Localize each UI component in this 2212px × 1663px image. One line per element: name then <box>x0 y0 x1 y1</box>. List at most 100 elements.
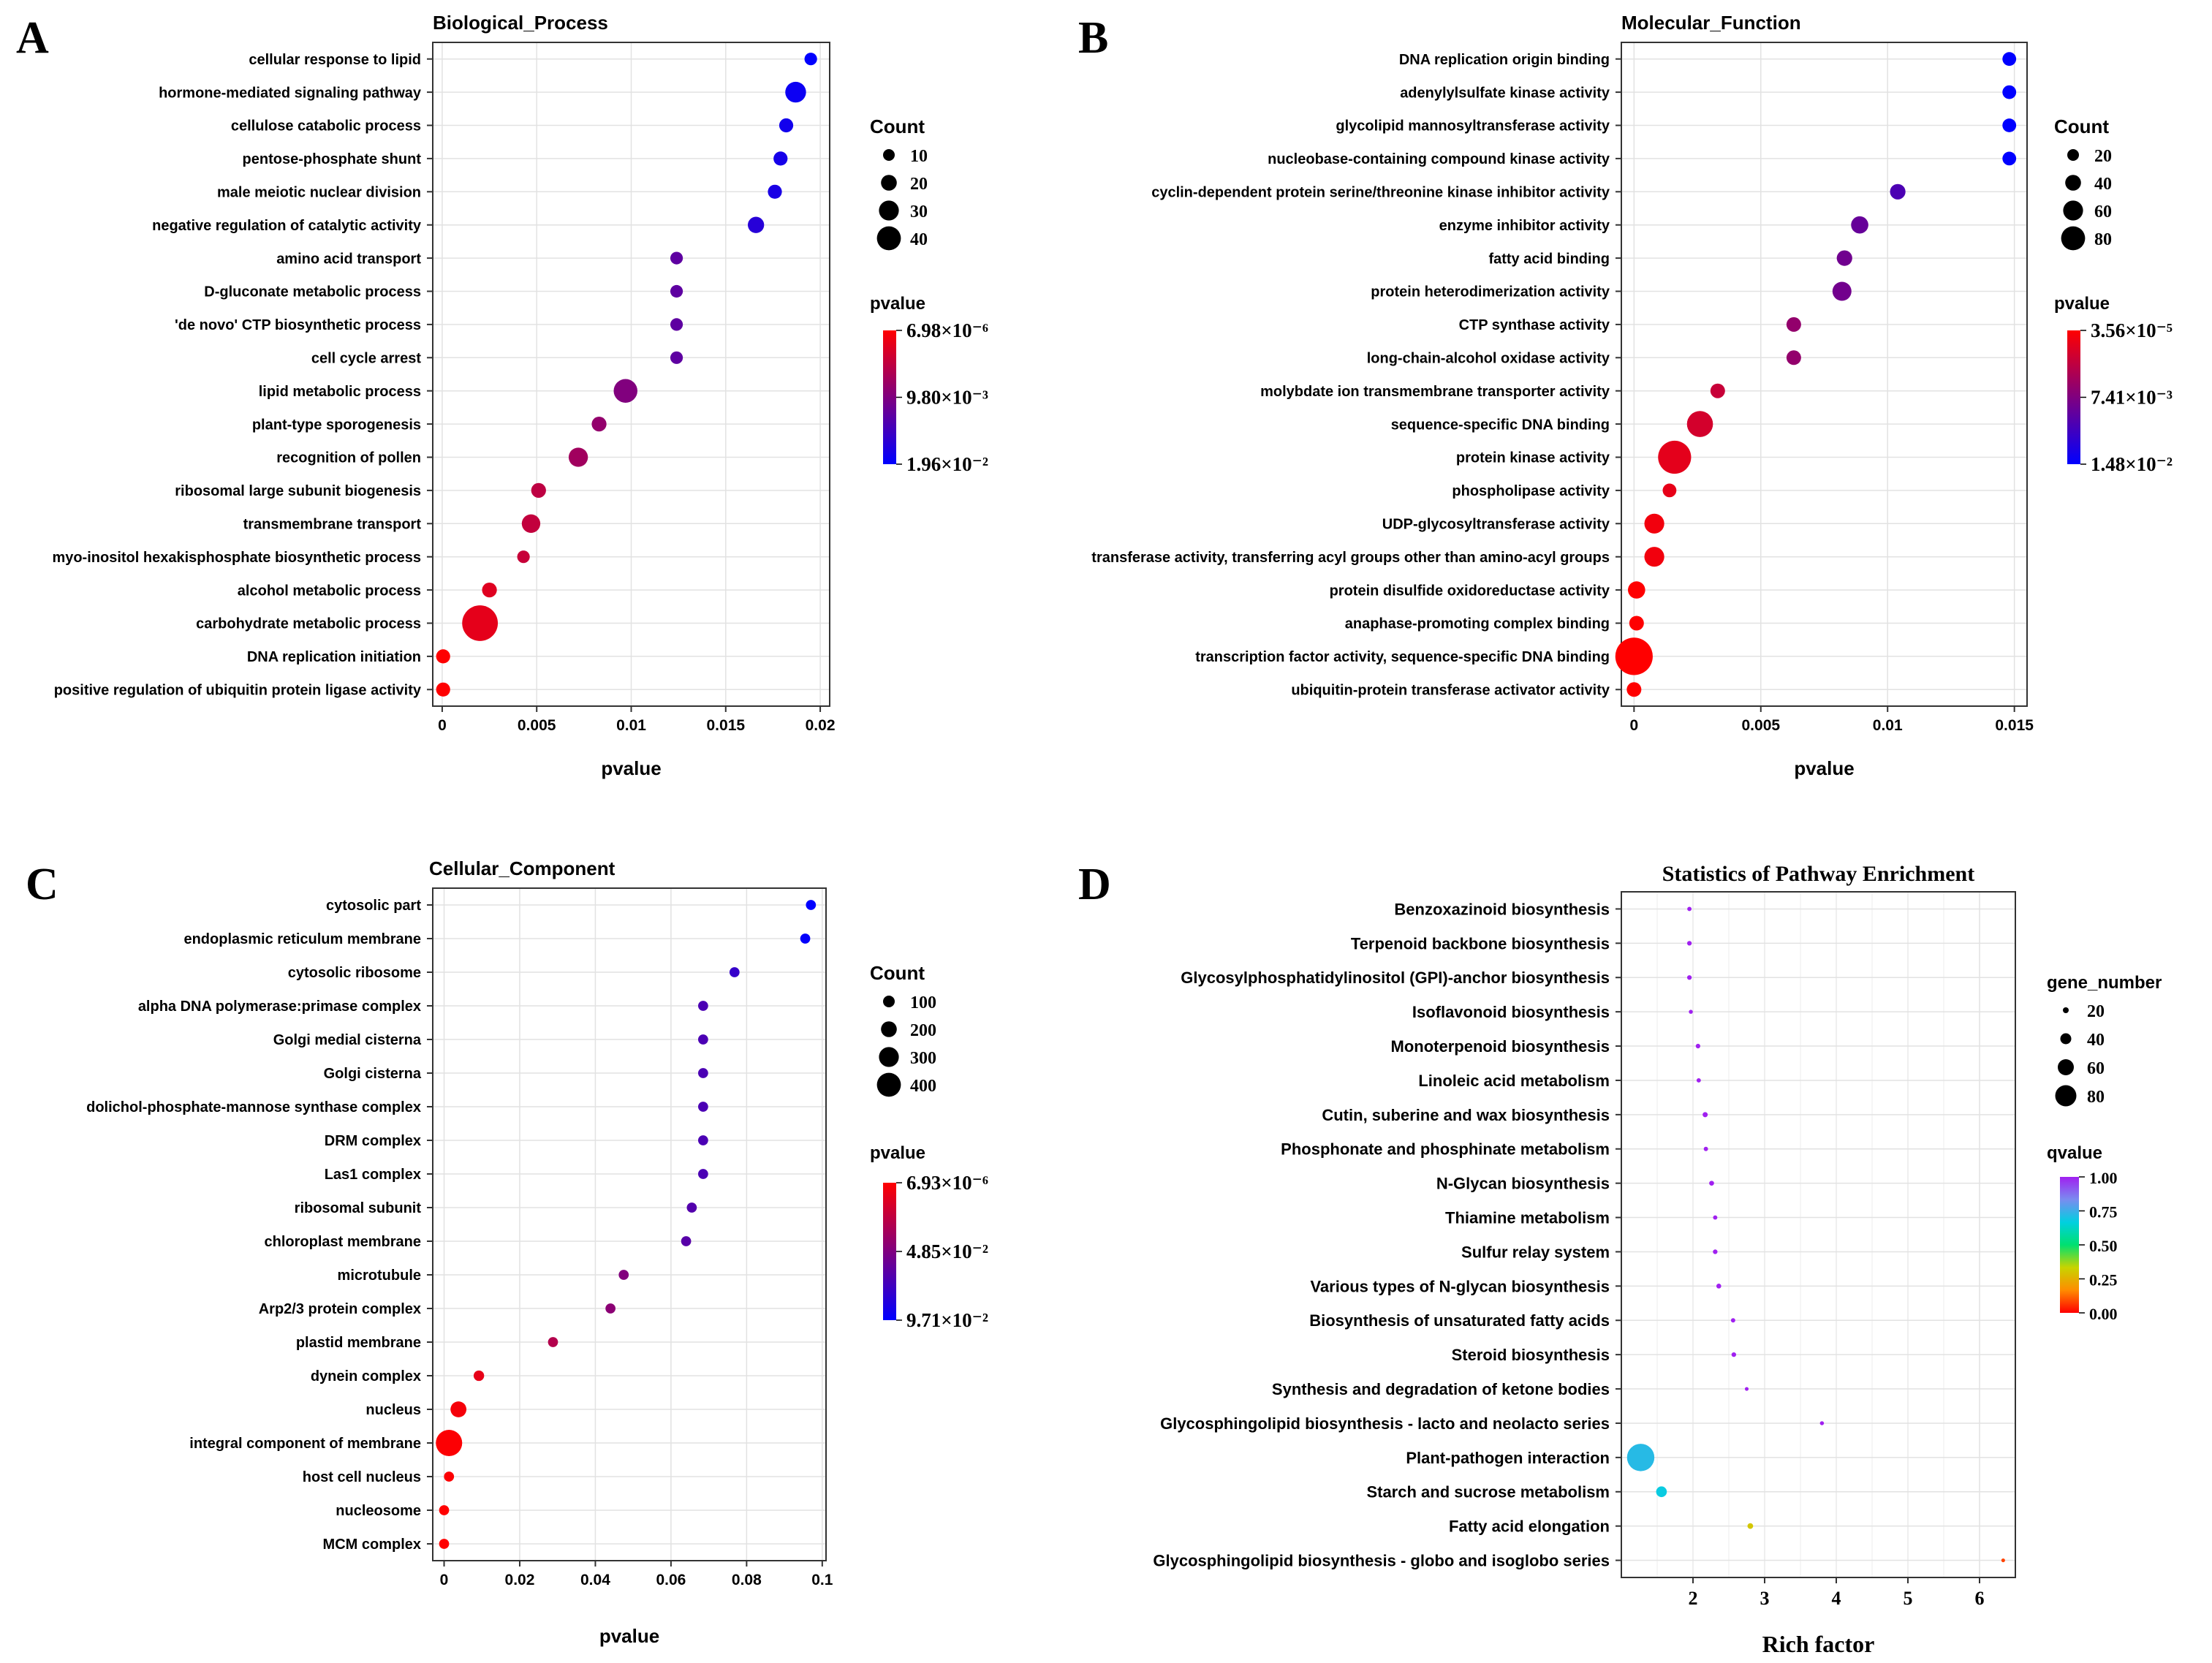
data-point <box>670 251 683 265</box>
category-label: nucleosome <box>336 1503 421 1519</box>
data-point <box>1702 1112 1708 1118</box>
x-tick-label: 0.06 <box>656 1572 686 1588</box>
legend-color-label: 6.93×10⁻⁶ <box>906 1172 988 1194</box>
legend-size-label: 40 <box>910 230 928 249</box>
x-tick-label: 0.02 <box>806 717 836 734</box>
legend-size-swatch <box>879 200 899 221</box>
category-label: Starch and sucrose metabolism <box>1366 1483 1610 1501</box>
data-points <box>436 900 817 1549</box>
legend-size-label: 20 <box>910 175 928 194</box>
panel-letter: D <box>1078 860 1111 909</box>
data-point <box>1744 1387 1749 1391</box>
x-tick-label: 0 <box>1630 717 1639 734</box>
data-point <box>444 1471 455 1482</box>
legend-size-swatch <box>879 1047 899 1067</box>
data-point <box>1713 1215 1718 1220</box>
data-point <box>462 605 499 641</box>
category-label: Benzoxazinoid biosynthesis <box>1394 900 1610 918</box>
panel-letter: C <box>26 860 58 909</box>
category-label: MCM complex <box>323 1537 421 1553</box>
legend-color-label: 1.00 <box>2089 1169 2118 1187</box>
data-point <box>1819 1421 1825 1425</box>
data-point <box>768 184 782 199</box>
category-label: host cell nucleus <box>303 1469 421 1485</box>
grid <box>1621 892 2015 1577</box>
x-axis-label: Rich factor <box>1762 1631 1875 1657</box>
panel-letter: B <box>1078 13 1108 63</box>
legend-size-label: 60 <box>2094 202 2112 221</box>
legend-color: pvalue 3.56×10⁻⁵ 7.41×10⁻³ 1.48×10⁻² <box>2054 294 2173 475</box>
category-label: adenylylsulfate kinase activity <box>1400 85 1610 101</box>
category-label: Cutin, suberine and wax biosynthesis <box>1322 1106 1610 1124</box>
data-point <box>531 482 546 499</box>
data-point <box>2002 85 2017 99</box>
panel-d: D Statistics of Pathway Enrichment Benzoxa… <box>1078 860 2162 1657</box>
data-point <box>2002 151 2017 166</box>
data-point <box>804 53 817 66</box>
x-tick-label: 0.02 <box>505 1572 535 1588</box>
data-point <box>2001 1558 2005 1563</box>
data-point <box>1710 383 1725 398</box>
plot-frame <box>1621 891 2016 1578</box>
legend-size-label: 200 <box>910 1021 936 1040</box>
data-point <box>1687 906 1692 912</box>
data-point <box>1689 1009 1693 1014</box>
data-point <box>681 1236 692 1246</box>
x-tick-label: 0.015 <box>707 717 746 734</box>
legend-color-label: 9.80×10⁻³ <box>906 387 988 409</box>
x-tick-label: 0 <box>440 1572 449 1588</box>
category-label: Arp2/3 protein complex <box>259 1301 421 1317</box>
data-point <box>439 1539 450 1549</box>
category-label: carbohydrate metabolic process <box>196 616 421 632</box>
category-label: Thiamine metabolism <box>1445 1208 1610 1227</box>
category-label: Isoflavonoid biosynthesis <box>1412 1003 1610 1021</box>
data-point <box>1713 1249 1718 1254</box>
legend-size-title: Count <box>2054 115 2109 137</box>
category-label: ubiquitin-protein transferase activator … <box>1291 683 1610 699</box>
data-point <box>698 1135 708 1145</box>
legend-color-label: 4.85×10⁻² <box>906 1240 988 1262</box>
data-point <box>670 318 683 331</box>
category-label: endoplasmic reticulum membrane <box>183 931 421 947</box>
category-label: cyclin-dependent protein serine/threonin… <box>1151 185 1610 201</box>
category-label: Steroid biosynthesis <box>1452 1346 1610 1364</box>
legend-color-label: 7.41×10⁻³ <box>2091 387 2173 409</box>
category-label: negative regulation of catalytic activit… <box>152 218 422 234</box>
category-label: cytosolic part <box>326 898 421 914</box>
data-point <box>1695 1043 1701 1049</box>
category-label: Biosynthesis of unsaturated fatty acids <box>1309 1311 1610 1330</box>
x-axis-label: pvalue <box>1794 757 1854 779</box>
x-tick-label: 0.005 <box>1742 717 1781 734</box>
legend-size-label: 60 <box>2087 1059 2105 1078</box>
data-point <box>670 351 683 364</box>
data-point <box>800 933 811 944</box>
legend-color: pvalue 6.98×10⁻⁶ 9.80×10⁻³ 1.96×10⁻² <box>870 294 988 475</box>
category-label: glycolipid mannosyltransferase activity <box>1336 118 1610 135</box>
legend-color: qvalue 1.00 0.75 0.50 0.25 0.00 <box>2047 1143 2118 1323</box>
category-label: positive regulation of ubiquitin protein… <box>54 683 422 699</box>
data-point <box>517 550 530 564</box>
category-label: Golgi cisterna <box>324 1066 422 1082</box>
grid <box>1621 42 2027 706</box>
category-label: Sulfur relay system <box>1461 1243 1610 1261</box>
data-point <box>473 1370 485 1382</box>
category-label: sequence-specific DNA binding <box>1391 417 1610 433</box>
legend-color-label: 6.98×10⁻⁶ <box>906 319 988 341</box>
data-point <box>1628 581 1645 599</box>
legend-size-swatch <box>2063 200 2083 221</box>
data-point <box>1786 317 1801 332</box>
category-label: cell cycle arrest <box>311 351 421 367</box>
data-point <box>436 649 450 664</box>
category-label: lipid metabolic process <box>259 384 421 400</box>
legend-size-label: 400 <box>910 1077 936 1096</box>
legend-size-swatch <box>883 149 895 161</box>
category-label: ribosomal subunit <box>295 1200 422 1216</box>
legend-color-title: qvalue <box>2047 1143 2102 1163</box>
category-label: Las1 complex <box>325 1167 421 1183</box>
category-label: N-Glycan biosynthesis <box>1436 1175 1610 1193</box>
plot-frame <box>432 887 827 1561</box>
panel-a: A Biological_Process cellular response to … <box>16 12 988 779</box>
data-point <box>2002 52 2017 67</box>
legend-color-bar <box>2060 1177 2079 1313</box>
